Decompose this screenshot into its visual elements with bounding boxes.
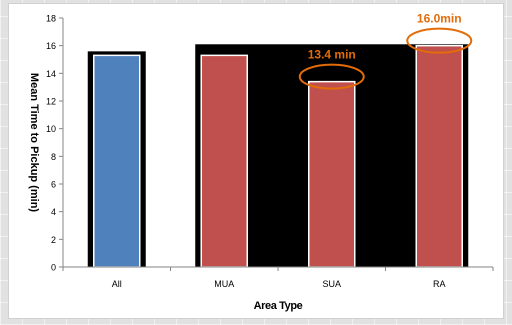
y-tick-label: 18 (46, 14, 56, 24)
bar-ra (415, 44, 463, 268)
annotation-label-sua: 13.4 min (308, 48, 356, 62)
chart-panel: 0 2 4 6 8 10 12 14 16 18 All MUA SUA RA Area Type Mean… (9, 4, 503, 318)
x-tick-label: MUA (214, 279, 234, 289)
y-tick-label: 2 (51, 235, 56, 245)
y-tick-label: 16 (46, 41, 56, 51)
y-axis-title: Mean Time to Pickup (min) (28, 73, 40, 212)
y-tick-label: 10 (46, 124, 56, 134)
bar-mua (200, 54, 248, 268)
annotation-label-ra: 16.0min (417, 12, 462, 26)
y-tick-label: 14 (46, 69, 56, 79)
bar-chart: 0 2 4 6 8 10 12 14 16 18 All MUA SUA RA Area Type Mean… (28, 12, 494, 312)
annotation-ellipse-ra (406, 27, 473, 54)
x-tick-label: All (112, 279, 122, 289)
x-axis-title: Area Type (254, 300, 303, 312)
y-tick-label: 8 (51, 152, 56, 162)
y-tick-label: 6 (51, 180, 56, 190)
annotation-ellipse-sua (298, 63, 365, 90)
bar-sua (308, 80, 356, 268)
x-tick-label: RA (433, 279, 446, 289)
y-tick-label: 12 (46, 97, 56, 107)
y-tick-label: 0 (51, 263, 56, 273)
y-tick-label: 4 (51, 207, 56, 217)
bar-all (93, 54, 141, 268)
x-tick-label: SUA (322, 279, 341, 289)
